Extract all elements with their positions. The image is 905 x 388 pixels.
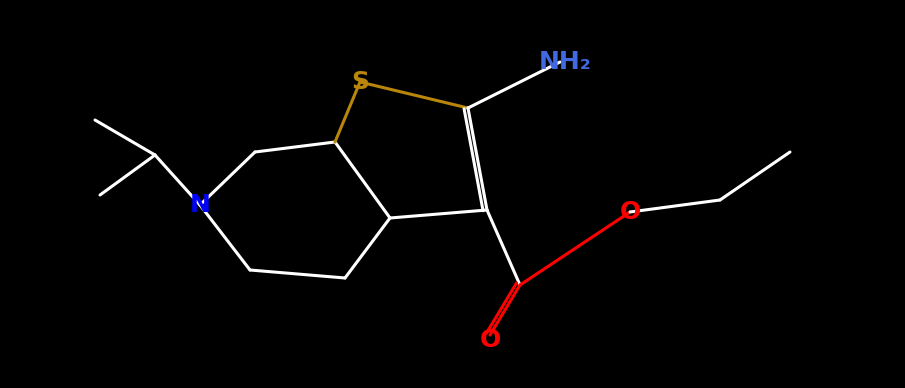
Text: N: N (189, 193, 211, 217)
Text: O: O (480, 328, 500, 352)
Text: NH₂: NH₂ (538, 50, 591, 74)
Text: S: S (351, 70, 369, 94)
Text: O: O (619, 200, 641, 224)
